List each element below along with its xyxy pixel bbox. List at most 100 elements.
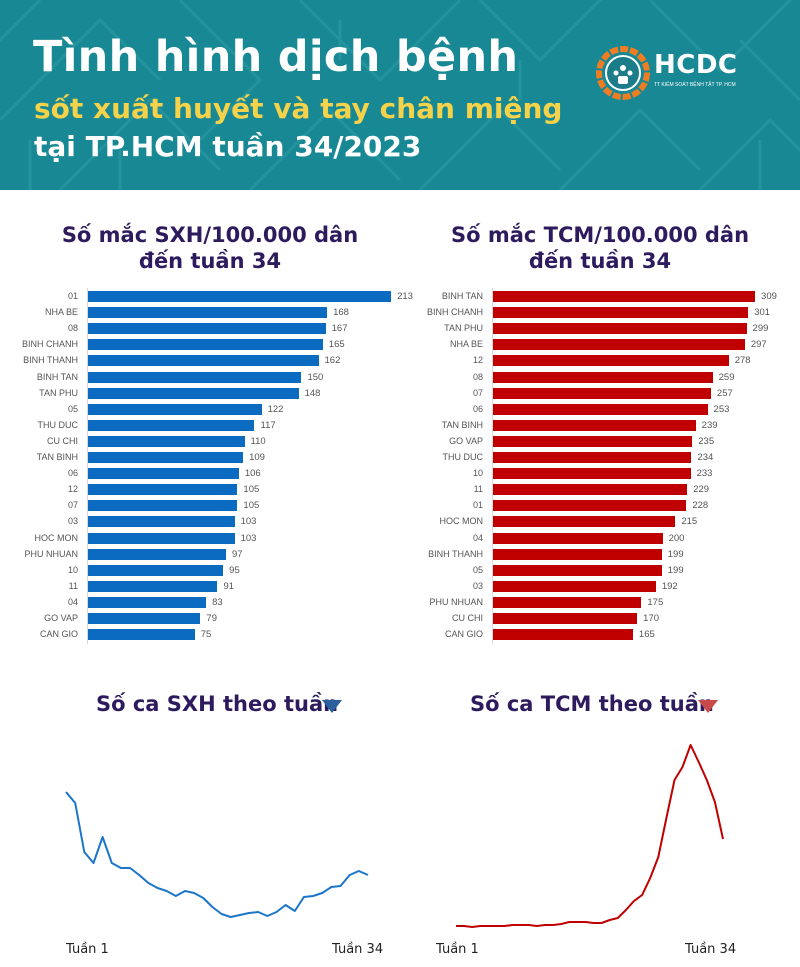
bar-value-label: 278 (734, 355, 751, 367)
bar-value-label: 83 (212, 596, 223, 608)
bar-value-label: 162 (324, 355, 341, 367)
logo-text: HCDC (654, 50, 738, 80)
trend-line (65, 791, 369, 918)
bar-category-label: PHU NHUAN (24, 548, 78, 559)
bar (493, 291, 756, 302)
bar-category-label: TAN PHU (39, 387, 78, 398)
bar-category-label: BINH CHANH (21, 339, 78, 350)
bar-value-label: 103 (240, 532, 257, 544)
bar-value-label: 103 (240, 516, 257, 528)
tcm-bar-title: Số mắc TCM/100.000 dân đến tuần 34 (430, 222, 770, 274)
tcm-trend-down-icon (698, 700, 718, 713)
sxh-line-title: Số ca SXH theo tuần (96, 692, 339, 716)
bar-category-label: 10 (67, 564, 78, 575)
bar-value-label: 259 (718, 371, 735, 383)
bar-category-label: 06 (67, 468, 78, 479)
bar (493, 339, 745, 351)
bar-value-label: 200 (668, 532, 685, 544)
bar-value-label: 229 (693, 484, 710, 496)
bar-category-label: 05 (67, 403, 78, 414)
bar-value-label: 257 (716, 387, 733, 399)
bar-value-label: 122 (267, 403, 284, 415)
bar-category-label: 04 (67, 596, 78, 607)
bar-category-label: 07 (67, 500, 78, 511)
bar (493, 532, 663, 544)
bar (493, 452, 692, 463)
bar (88, 355, 319, 367)
bar-category-label: BINH CHANH (426, 307, 483, 318)
bar-value-label: 297 (750, 339, 767, 351)
bar (493, 403, 708, 415)
bar (88, 500, 238, 512)
bar-category-label: BINH THANH (23, 355, 78, 366)
sxh-x-tick-start: Tuần 1 (66, 942, 109, 957)
bar-category-label: BINH THANH (428, 548, 483, 559)
bar (493, 629, 633, 641)
subtitle-location-week: tại TP.HCM tuần 34/2023 (34, 130, 422, 163)
subtitle-diseases: sốt xuất huyết và tay chân miệng (34, 92, 563, 125)
sxh-bar-title-line2: đến tuần 34 (138, 249, 282, 273)
bar-category-label: TAN BINH (36, 452, 78, 462)
bar-value-label: 309 (761, 291, 777, 302)
bar-value-label: 168 (333, 307, 349, 319)
bar (493, 484, 688, 496)
bar-value-label: 109 (249, 452, 265, 463)
bar (88, 371, 302, 383)
bar (493, 435, 693, 447)
trend-line (456, 744, 724, 928)
tcm-line-title: Số ca TCM theo tuần (470, 692, 714, 716)
bar-value-label: 199 (667, 564, 684, 576)
bar (88, 629, 195, 641)
geometric-pattern (0, 0, 800, 190)
bar-value-label: 215 (681, 516, 698, 528)
bar-value-label: 170 (643, 613, 660, 624)
bar-category-label: 12 (472, 355, 483, 366)
bar (493, 564, 662, 576)
bar-value-label: 199 (667, 548, 684, 560)
bar (493, 355, 729, 367)
bar-category-label: BINH TAN (36, 371, 78, 382)
bar-value-label: 165 (638, 629, 655, 641)
bar-value-label: 239 (701, 419, 718, 431)
bar (88, 291, 392, 302)
bar-category-label: HOC MON (439, 516, 484, 527)
bar-category-label: 11 (68, 580, 78, 591)
bar-value-label: 167 (331, 323, 348, 335)
bar-category-label: GO VAP (44, 613, 78, 623)
bar (493, 580, 656, 592)
bar-category-label: GO VAP (449, 435, 483, 446)
bar-value-label: 213 (397, 291, 413, 302)
tcm-bar-title-line1: Số mắc TCM/100.000 dân (450, 223, 750, 247)
bar (88, 468, 239, 480)
bar (493, 500, 687, 512)
bar-value-label: 165 (328, 339, 345, 351)
bar-value-label: 192 (661, 580, 678, 592)
bar-category-label: CU CHI (47, 435, 78, 446)
bar-value-label: 234 (697, 452, 714, 463)
bar (88, 580, 218, 592)
hcdc-emblem-icon (596, 46, 650, 100)
bar-category-label: PHU NHUAN (429, 596, 483, 607)
bar-value-label: 117 (260, 419, 276, 431)
bar-value-label: 105 (243, 500, 260, 512)
bar-category-label: THU DUC (442, 452, 484, 462)
bar (493, 307, 749, 319)
bar-value-label: 79 (206, 613, 217, 624)
sxh-bar-title: Số mắc SXH/100.000 dân đến tuần 34 (40, 222, 380, 274)
bar-category-label: 07 (472, 387, 483, 398)
bar-category-label: 06 (472, 403, 483, 414)
header-banner: Tình hình dịch bệnh sốt xuất huyết và ta… (0, 0, 800, 190)
bar-category-label: HOC MON (34, 532, 79, 543)
main-title: Tình hình dịch bệnh (33, 32, 519, 82)
bar (88, 532, 235, 544)
bar-value-label: 95 (229, 564, 240, 576)
bar-value-label: 233 (696, 468, 713, 480)
bar-category-label: CAN GIO (444, 629, 483, 640)
bar-value-label: 105 (243, 484, 260, 496)
bar (493, 613, 638, 624)
logo-subtext: TT KIỂM SOÁT BỆNH TẬT TP. HCM (654, 82, 736, 88)
bar-value-label: 253 (713, 403, 730, 415)
bar (88, 613, 201, 624)
bar-value-label: 97 (232, 548, 243, 560)
bar (493, 548, 662, 560)
